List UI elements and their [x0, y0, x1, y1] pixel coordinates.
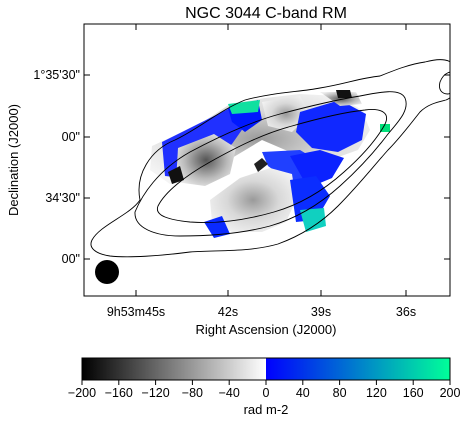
axis-ticks [84, 24, 450, 296]
x-tick-label: 9h53m45s [107, 305, 165, 319]
colorbar-tick-label: −120 [142, 386, 170, 400]
colorbar-tick-label: 80 [333, 386, 347, 400]
x-axis-label: Right Ascension (J2000) [196, 322, 337, 337]
colorbar-tick-label: 160 [403, 386, 424, 400]
y-tick-label: 00" [62, 130, 80, 144]
colorbar-tick-label: 0 [263, 386, 270, 400]
colorbar-tick-label: −40 [219, 386, 240, 400]
beam-marker [95, 260, 119, 284]
contour-middle [134, 91, 407, 237]
colorbar-negative [82, 358, 266, 380]
y-tick-label: 00" [62, 252, 80, 266]
colorbar-positive [266, 358, 450, 380]
y-tick-label: 34'30" [45, 191, 80, 205]
y-axis-label: Declination (J2000) [6, 104, 21, 216]
colorbar-tick-label: −200 [68, 386, 96, 400]
y-tick-label: 1°35'30" [33, 68, 80, 82]
colorbar-tick-label: 200 [440, 386, 461, 400]
colorbar-tick-label: −160 [105, 386, 133, 400]
colorbar: −200 −160 −120 −80 −40 0 40 80 120 160 200 [68, 357, 461, 400]
x-tick-label: 39s [311, 305, 331, 319]
colorbar-label: rad m-2 [244, 402, 289, 417]
colorbar-tick-label: 120 [366, 386, 387, 400]
colorbar-tick-label: 40 [296, 386, 310, 400]
contour-knot [439, 71, 450, 95]
x-tick-label: 42s [218, 305, 238, 319]
map-image [90, 59, 450, 284]
contours [90, 59, 450, 258]
colorbar-tick-label: −80 [182, 386, 203, 400]
contour-inner [156, 109, 387, 223]
x-tick-label: 36s [396, 305, 416, 319]
contour-outer [90, 59, 450, 258]
chart-title: NGC 3044 C-band RM [185, 5, 347, 22]
